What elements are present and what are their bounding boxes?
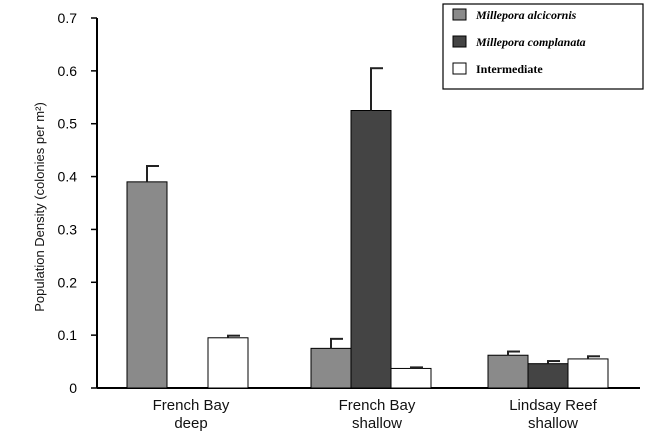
bar [527,363,569,389]
y-tick-label: 0.4 [58,169,78,185]
bar [126,181,168,389]
legend-swatch [452,62,467,75]
legend-swatch [452,35,467,48]
legend-label: Millepora alcicornis [475,8,577,22]
y-tick-label: 0.2 [58,274,78,290]
bar [487,354,529,389]
legend-label: Millepora complanata [475,35,586,49]
bar [207,337,249,389]
legend-swatch [452,8,467,21]
legend-box [442,3,644,90]
category-label-line2: shallow [528,415,578,432]
y-axis-title: Population Density (colonies per m²) [32,102,47,312]
category-label-line2: deep [174,415,207,432]
bar [390,367,432,389]
legend: Millepora alcicornis Millepora complanata… [442,3,644,90]
category-label-line1: French Bay [339,397,416,414]
y-ticks: 0 0.1 0.2 0.3 0.4 0.5 0.6 0.7 [58,10,97,396]
category-label-line1: Lindsay Reef [509,397,597,414]
y-tick-label: 0.7 [58,10,78,26]
category-label-line1: French Bay [153,397,230,414]
bar [350,110,392,389]
category-label-line2: shallow [352,415,402,432]
bar [310,347,352,389]
y-tick-label: 0.3 [58,221,78,237]
bars [126,67,609,389]
legend-label: Intermediate [476,62,543,76]
y-tick-label: 0.6 [58,63,78,79]
y-tick-label: 0.5 [58,116,78,132]
y-tick-label: 0.1 [58,327,78,343]
bar [567,358,609,389]
y-tick-label: 0 [69,380,77,396]
